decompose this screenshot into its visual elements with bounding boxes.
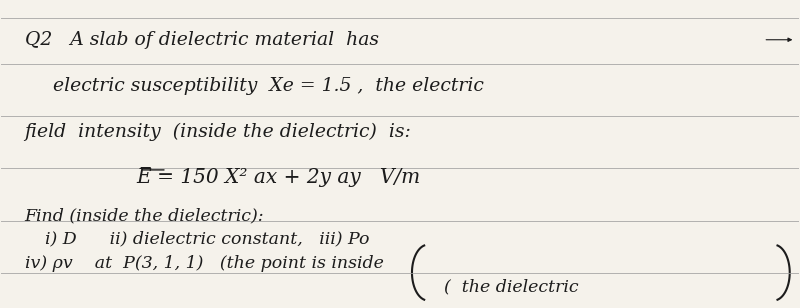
Text: Find (inside the dielectric):: Find (inside the dielectric):: [25, 208, 264, 225]
Text: (  the dielectric: ( the dielectric: [444, 278, 578, 296]
Text: E̅ = 150 X² ax + 2y ay   V/m: E̅ = 150 X² ax + 2y ay V/m: [137, 167, 421, 187]
Text: Q2   A slab of dielectric material  has: Q2 A slab of dielectric material has: [25, 31, 378, 49]
Text: electric susceptibility  Xe = 1.5 ,  the electric: electric susceptibility Xe = 1.5 , the e…: [53, 77, 483, 95]
Text: field  intensity  (inside the dielectric)  is:: field intensity (inside the dielectric) …: [25, 123, 411, 141]
Text: iv) ρv    at  P(3, 1, 1)   (the point is inside: iv) ρv at P(3, 1, 1) (the point is insid…: [25, 255, 383, 272]
Text: i) D      ii) dielectric constant,   iii) Po: i) D ii) dielectric constant, iii) Po: [45, 231, 369, 248]
